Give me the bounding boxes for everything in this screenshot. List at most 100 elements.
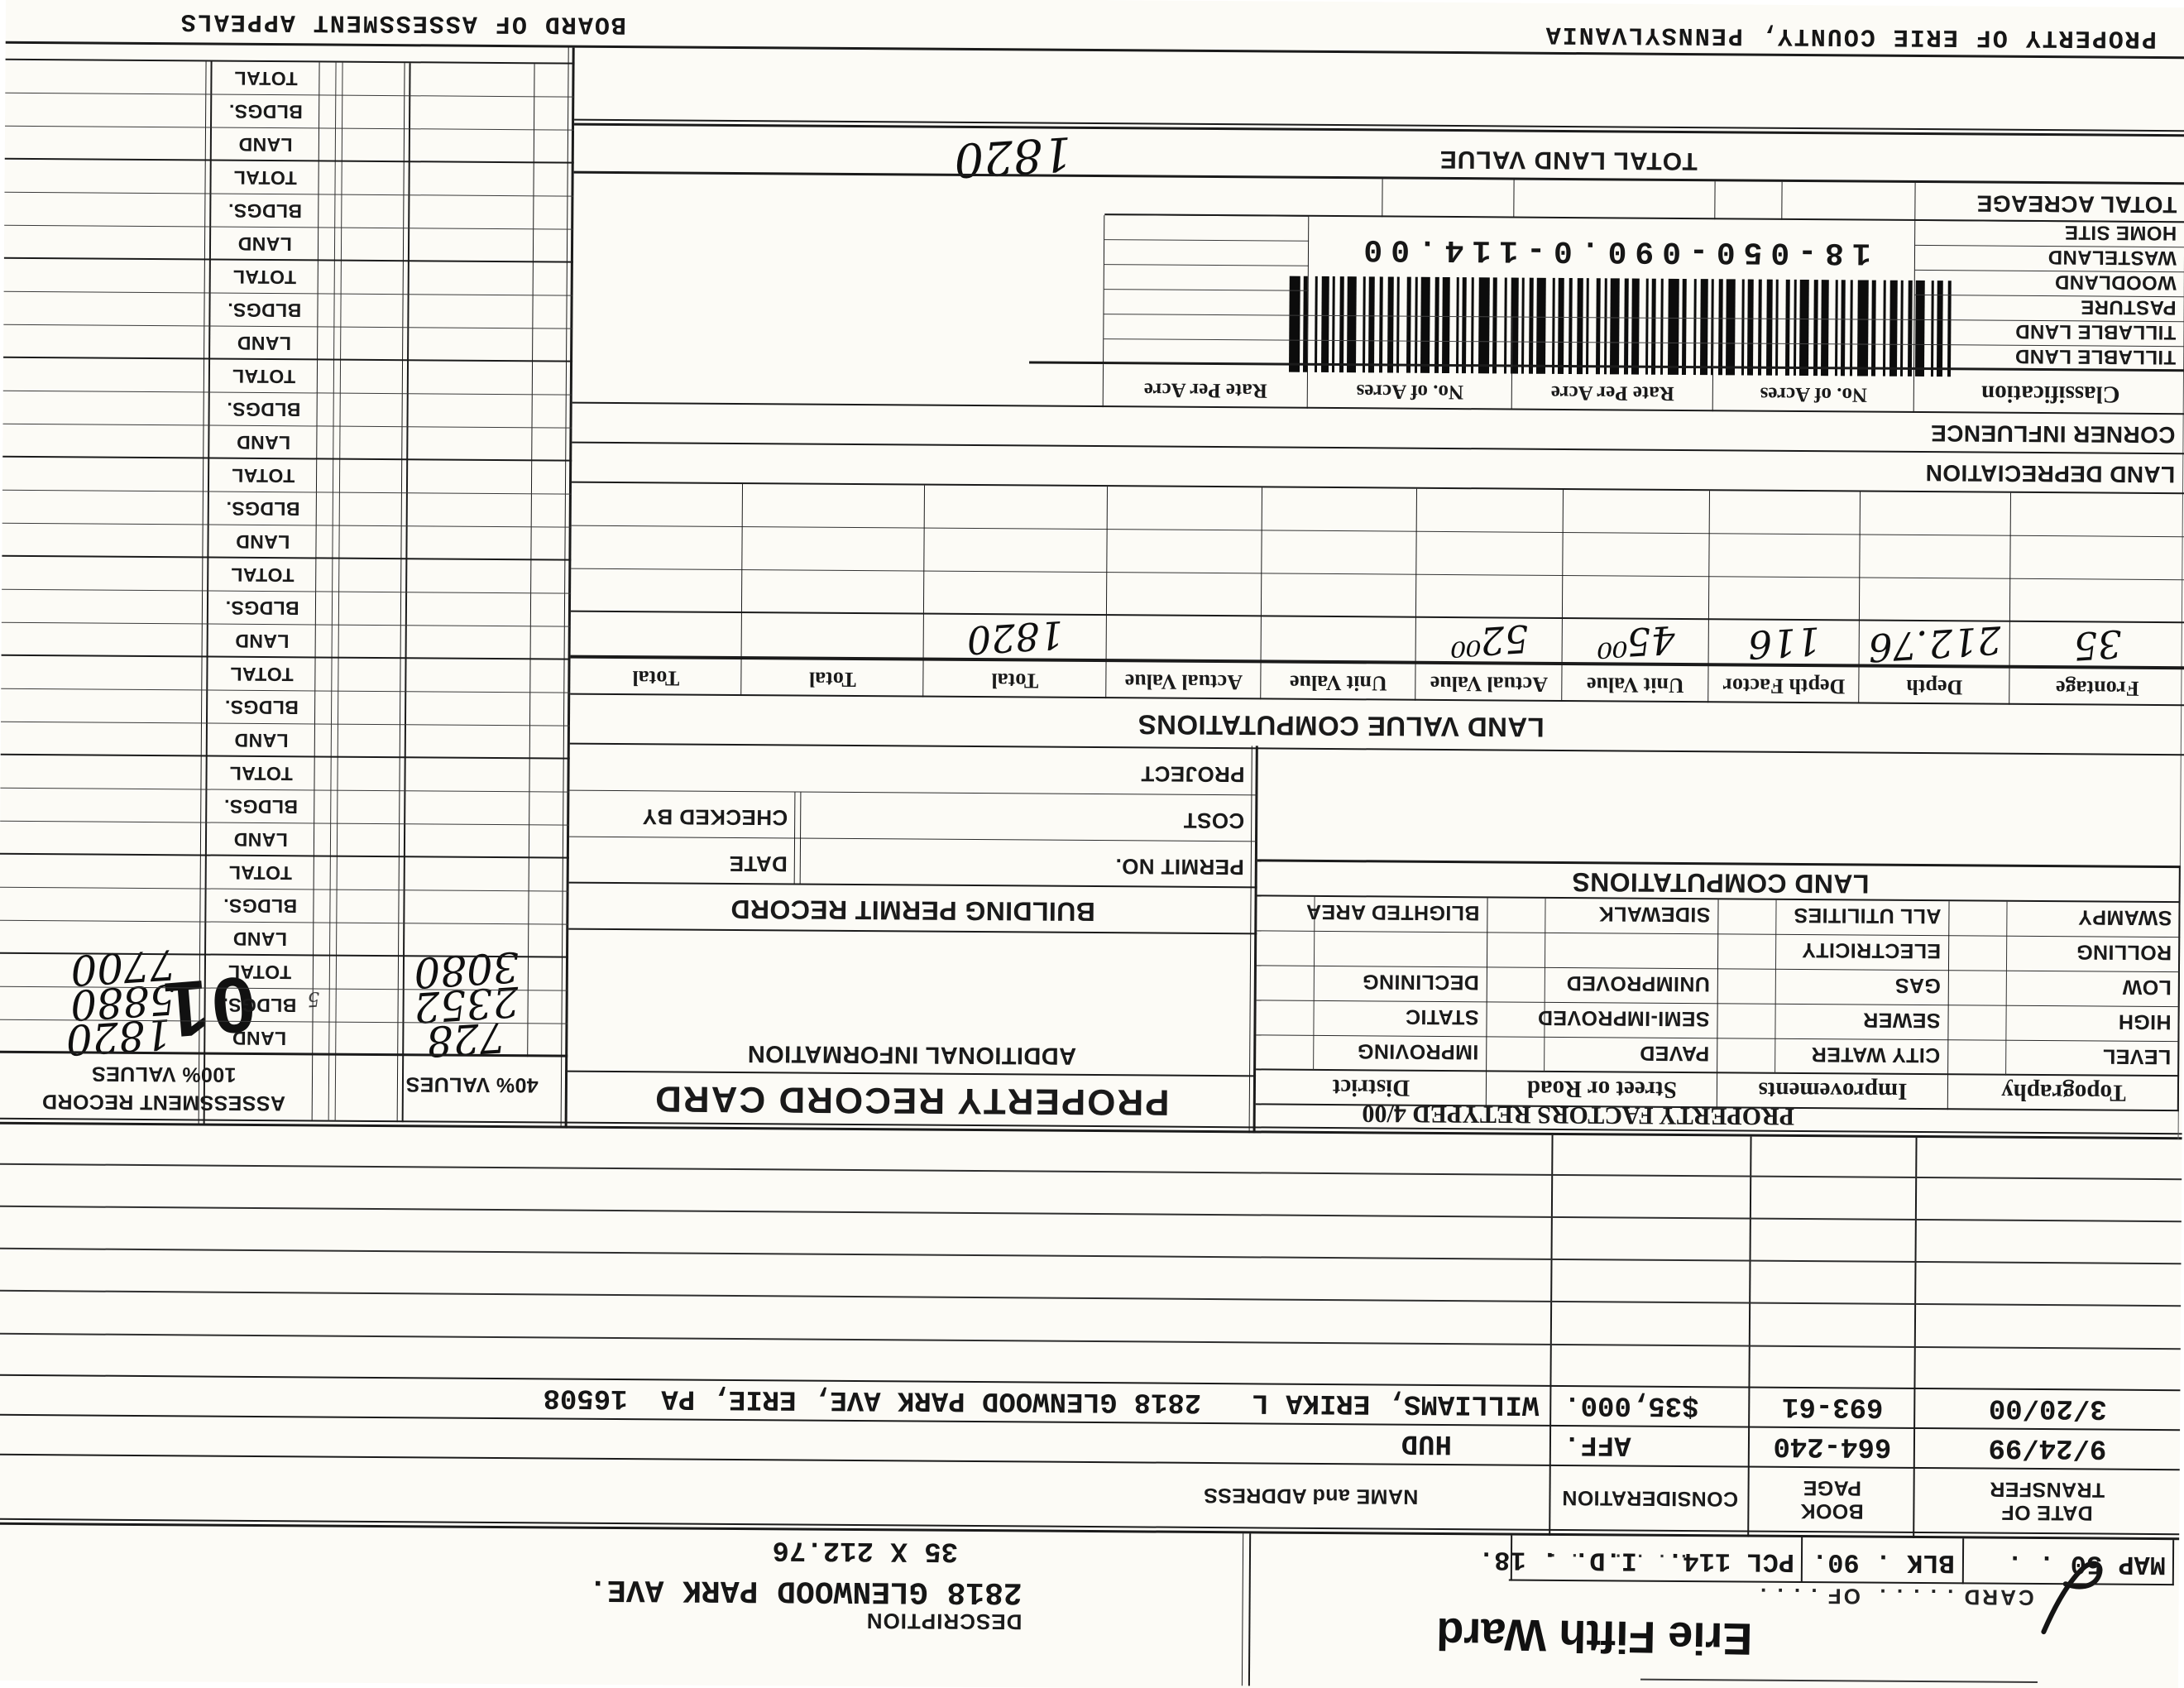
permit-no-label: PERMIT NO. — [1115, 854, 1244, 880]
rule-line — [0, 886, 569, 892]
land-comp-option: ALL UTILITIES — [1793, 903, 1942, 928]
assessment-row-label: BLDGS. — [227, 299, 302, 322]
barcode-bar — [1660, 278, 1664, 375]
parcel-barcode-number: 18-050-090.0-114.00 — [1310, 227, 1916, 274]
id-number: I.D. . 18. — [1478, 1544, 1638, 1576]
barcode-bar — [1595, 278, 1601, 375]
cost-label: COST — [1183, 808, 1245, 834]
land-comp-option: ELECTRICITY — [1801, 938, 1942, 963]
rule-line — [568, 928, 1257, 935]
assessment-row-label: TOTAL — [228, 961, 292, 984]
land-comp-option: SWAMPY — [2077, 905, 2172, 930]
rule-line — [1561, 489, 1564, 702]
transfer-row-consideration: $35,000. — [1564, 1388, 1699, 1422]
rule-line — [0, 1290, 2182, 1307]
total-acreage-label: TOTAL ACREAGE — [1976, 190, 2177, 218]
barcode-bar — [1856, 280, 1869, 376]
assessment-row-label: BLDGS. — [223, 795, 299, 818]
transfer-row-book: 693-61 — [1781, 1389, 1884, 1422]
barcode-bar — [1346, 276, 1357, 373]
transfer-col-book-line1: BOOK — [1799, 1499, 1864, 1523]
barcode-bar — [1576, 278, 1583, 375]
assessment-row-label: TOTAL — [233, 166, 297, 189]
rule-line — [1962, 1538, 1965, 1585]
barcode-bar — [1681, 278, 1687, 375]
rule-line — [0, 1333, 2181, 1350]
land-comp-option: LOW — [2122, 975, 2172, 1000]
land-class-row-label: HOME SITE — [2064, 221, 2177, 245]
barcode-bar — [1362, 276, 1366, 373]
barcode-bar — [1339, 276, 1344, 373]
property-address: 2818 GLENWOOD PARK AVE. — [588, 1571, 1023, 1610]
barcode-bar — [1813, 280, 1818, 376]
barcode-bar — [1367, 276, 1375, 373]
assessment-row-label: BLDGS. — [228, 199, 303, 223]
rule-line — [0, 721, 570, 727]
assessment-row-label: LAND — [235, 530, 290, 554]
barcode-bar — [1331, 276, 1335, 373]
card-of-line: CARD . . . . . OF . . . . — [1757, 1583, 2034, 1610]
land-value-handwritten: 116 — [1746, 618, 1822, 668]
land-class-row-label: TILLABLE LAND — [2014, 344, 2177, 369]
land-value-column-header: Unit Value — [1586, 673, 1684, 698]
barcode-bar — [1717, 279, 1723, 376]
total-land-value-handwritten: 1820 — [952, 125, 1074, 187]
barcode-bar — [1568, 278, 1573, 375]
assessment-row-label: BLDGS. — [222, 994, 297, 1017]
rule-line — [1104, 239, 1310, 242]
land-value-handwritten: 1820 — [965, 611, 1066, 663]
land-depreciation-label: LAND DEPRECIATION — [1925, 460, 2176, 488]
values-40-header: 40% VALUES — [405, 1072, 539, 1097]
assessment-row-label: TOTAL — [232, 266, 297, 289]
barcode-bar — [1667, 278, 1679, 375]
land-value-column-header: Total — [991, 669, 1039, 693]
rule-line — [569, 742, 2184, 756]
barcode-bar — [1478, 277, 1490, 374]
rule-line — [0, 1163, 2182, 1181]
map-number: MAP 50 . . — [2006, 1547, 2167, 1580]
assessment-row-label: BLDGS. — [226, 398, 301, 421]
barcode-bar — [1840, 280, 1846, 376]
rule-line — [2, 390, 572, 396]
rule-line — [1104, 338, 1309, 341]
land-comp-option: HIGH — [2118, 1009, 2172, 1034]
barcode-bar — [1535, 277, 1546, 374]
land-value-column-header: Unit Value — [1289, 670, 1387, 696]
block-number: BLK . 90. — [1811, 1547, 1956, 1579]
land-comp-option: DECLINING — [1362, 970, 1479, 995]
land-comp-option: SEMI-IMPROVED — [1537, 1005, 1710, 1031]
barcode-bar — [1314, 276, 1318, 372]
rule-line — [1781, 181, 1783, 220]
barcode-bar — [1503, 277, 1507, 374]
rule-line — [2, 455, 572, 462]
transfer-row-date: 3/20/00 — [1988, 1391, 2107, 1424]
rule-line — [571, 525, 2184, 538]
land-comp-option: ROLLING — [2076, 940, 2172, 965]
assessment-row-label: TOTAL — [230, 663, 294, 686]
rule-line — [1544, 898, 1546, 1072]
assessment-row-label: TOTAL — [232, 365, 296, 388]
rule-line — [1382, 179, 1383, 218]
rule-line — [1105, 487, 1109, 699]
rule-line — [568, 881, 1257, 889]
land-comp-option: GAS — [1894, 973, 1941, 998]
land-value-column-header: Actual Value — [1124, 669, 1243, 695]
land-comp-option — [1554, 960, 1710, 961]
barcode-bar — [1849, 280, 1853, 376]
land-class-row-label: TILLABLE LAND — [2014, 319, 2177, 344]
barcode-bar — [1420, 276, 1430, 373]
land-comp-option: UNIMPROVED — [1566, 971, 1710, 996]
land-class-row-label: WOODLAND — [2054, 271, 2177, 295]
barcode-bar — [1725, 279, 1736, 376]
land-comp-column-header: District — [1332, 1074, 1410, 1101]
land-class-row-label: WASTELAND — [2048, 246, 2177, 270]
transfer-row-date: 9/24/99 — [1988, 1431, 2107, 1464]
land-class-row-label: PASTURE — [2080, 295, 2177, 319]
assessment-row-label: LAND — [232, 928, 288, 951]
classification-column-header: Classification — [1980, 380, 2120, 408]
barcode-bar — [1645, 278, 1649, 375]
assessment-row-label: BLDGS. — [226, 497, 300, 520]
barcode-bar — [1650, 278, 1656, 375]
transfer-row-name: WILLIAMS, ERIKA L 2818 GLENWOOD PARK AVE… — [543, 1381, 1540, 1420]
barcode-bar — [1798, 279, 1809, 376]
